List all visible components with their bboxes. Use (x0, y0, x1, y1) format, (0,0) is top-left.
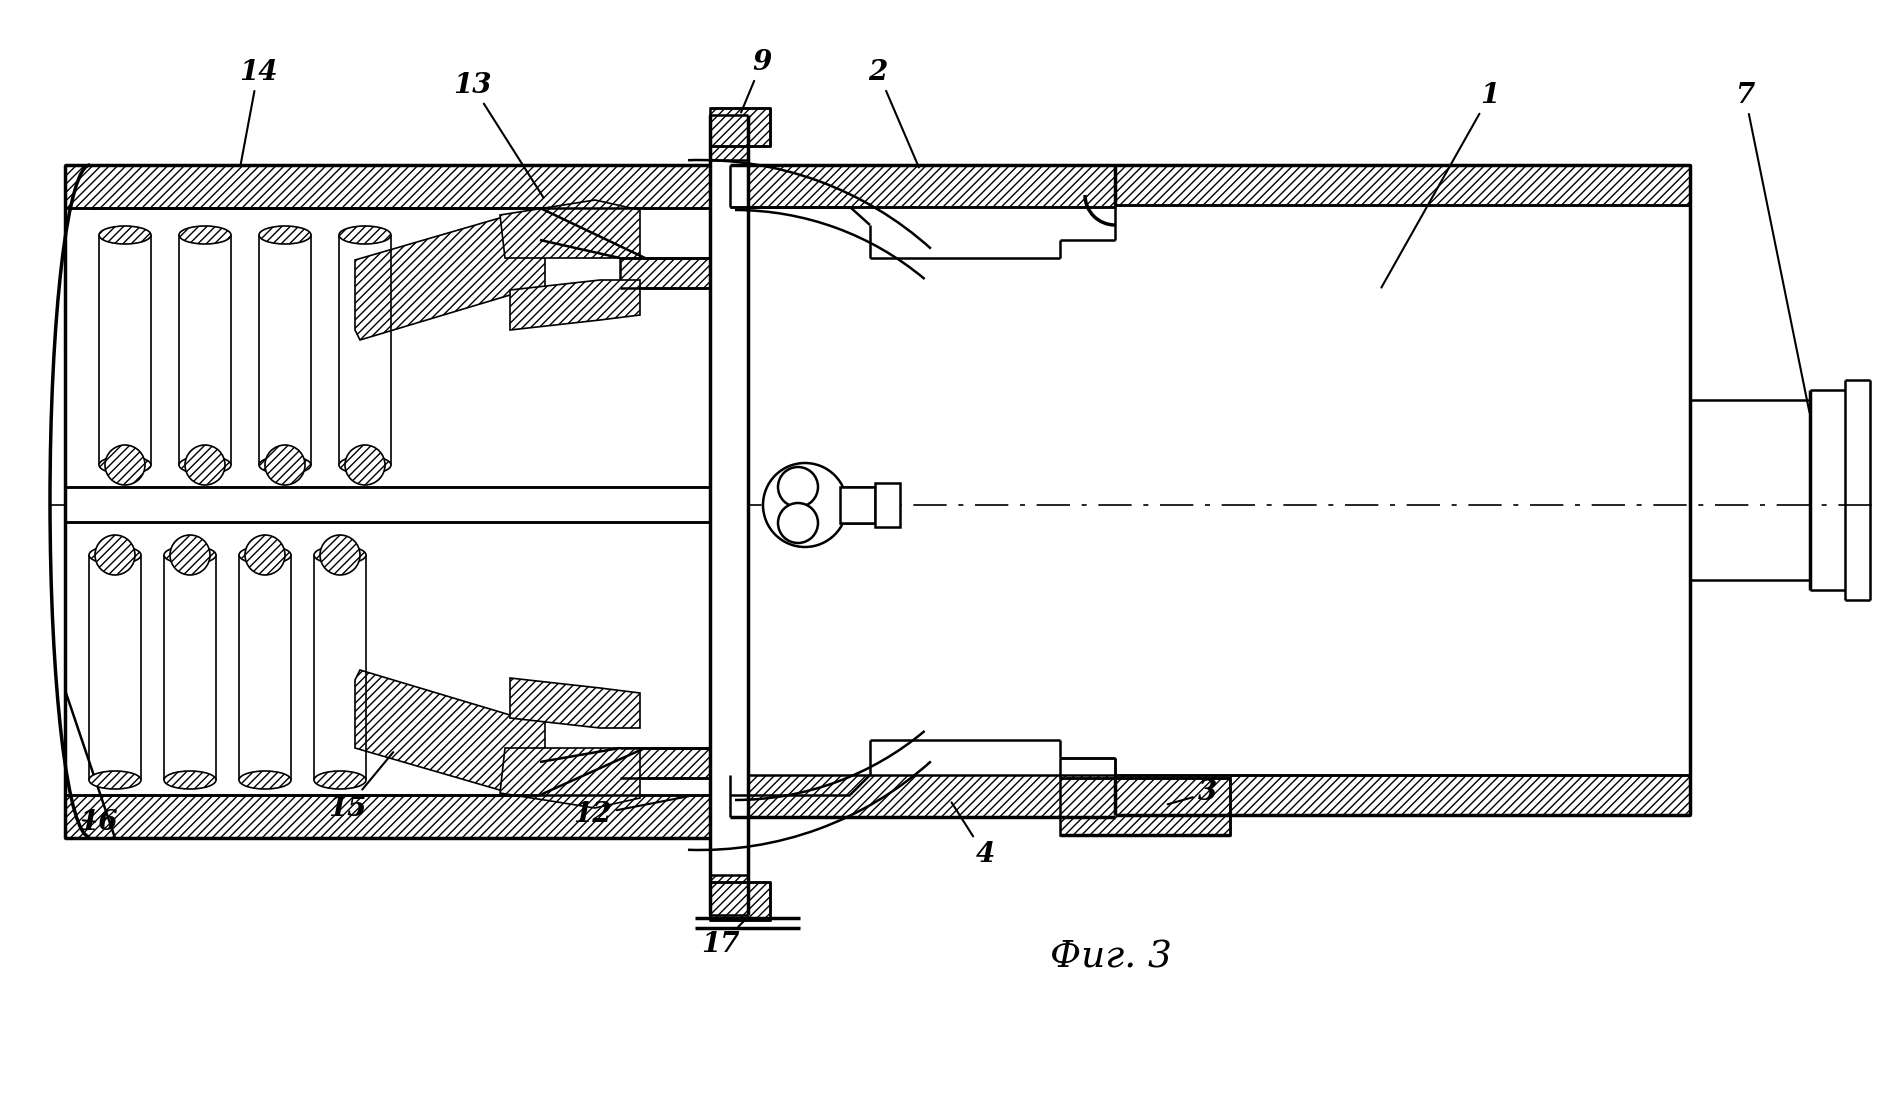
Text: 15: 15 (328, 752, 392, 821)
Ellipse shape (164, 771, 215, 789)
Bar (1115, 165, 1691, 205)
Text: 12: 12 (574, 796, 693, 829)
Text: 1: 1 (1381, 81, 1500, 288)
Text: 7: 7 (1736, 81, 1810, 413)
Bar (710, 108, 770, 146)
Text: 2: 2 (868, 58, 919, 168)
Text: 4: 4 (951, 803, 994, 868)
Circle shape (94, 535, 136, 575)
Ellipse shape (240, 546, 291, 564)
Text: Фиг. 3: Фиг. 3 (1049, 940, 1172, 976)
Ellipse shape (179, 456, 230, 474)
Polygon shape (1115, 165, 1691, 205)
Polygon shape (355, 215, 545, 341)
Ellipse shape (313, 546, 366, 564)
Ellipse shape (340, 456, 391, 474)
Bar (710, 115, 747, 915)
Circle shape (170, 535, 209, 575)
Bar (730, 775, 1115, 817)
Bar (621, 748, 710, 779)
Bar (64, 165, 710, 208)
Circle shape (106, 445, 145, 485)
Bar (840, 487, 876, 523)
Bar (64, 795, 710, 838)
Text: 14: 14 (240, 58, 277, 165)
Bar (621, 258, 710, 288)
Text: 17: 17 (700, 917, 747, 958)
Ellipse shape (259, 456, 311, 474)
Bar (1060, 779, 1230, 835)
Bar (64, 487, 710, 522)
Ellipse shape (89, 771, 142, 789)
Circle shape (185, 445, 225, 485)
Text: 9: 9 (742, 48, 772, 113)
Ellipse shape (240, 771, 291, 789)
Circle shape (777, 466, 817, 507)
Ellipse shape (179, 226, 230, 244)
Circle shape (264, 445, 306, 485)
Bar (710, 875, 747, 915)
Text: 3: 3 (1168, 780, 1217, 807)
Polygon shape (355, 670, 545, 793)
Text: 13: 13 (453, 71, 543, 198)
Bar (710, 115, 747, 160)
Circle shape (321, 535, 360, 575)
Ellipse shape (98, 226, 151, 244)
Polygon shape (509, 678, 640, 728)
Polygon shape (509, 280, 640, 330)
Polygon shape (500, 200, 640, 258)
Ellipse shape (98, 456, 151, 474)
Polygon shape (500, 748, 640, 808)
Ellipse shape (259, 226, 311, 244)
Ellipse shape (340, 226, 391, 244)
Bar (730, 165, 1115, 207)
Bar (710, 881, 770, 920)
Text: 16: 16 (79, 808, 117, 835)
Bar (1115, 775, 1691, 815)
Circle shape (762, 463, 847, 548)
Ellipse shape (89, 546, 142, 564)
Ellipse shape (164, 546, 215, 564)
Circle shape (777, 503, 817, 543)
Circle shape (345, 445, 385, 485)
Circle shape (245, 535, 285, 575)
Ellipse shape (313, 771, 366, 789)
Bar (876, 483, 900, 527)
